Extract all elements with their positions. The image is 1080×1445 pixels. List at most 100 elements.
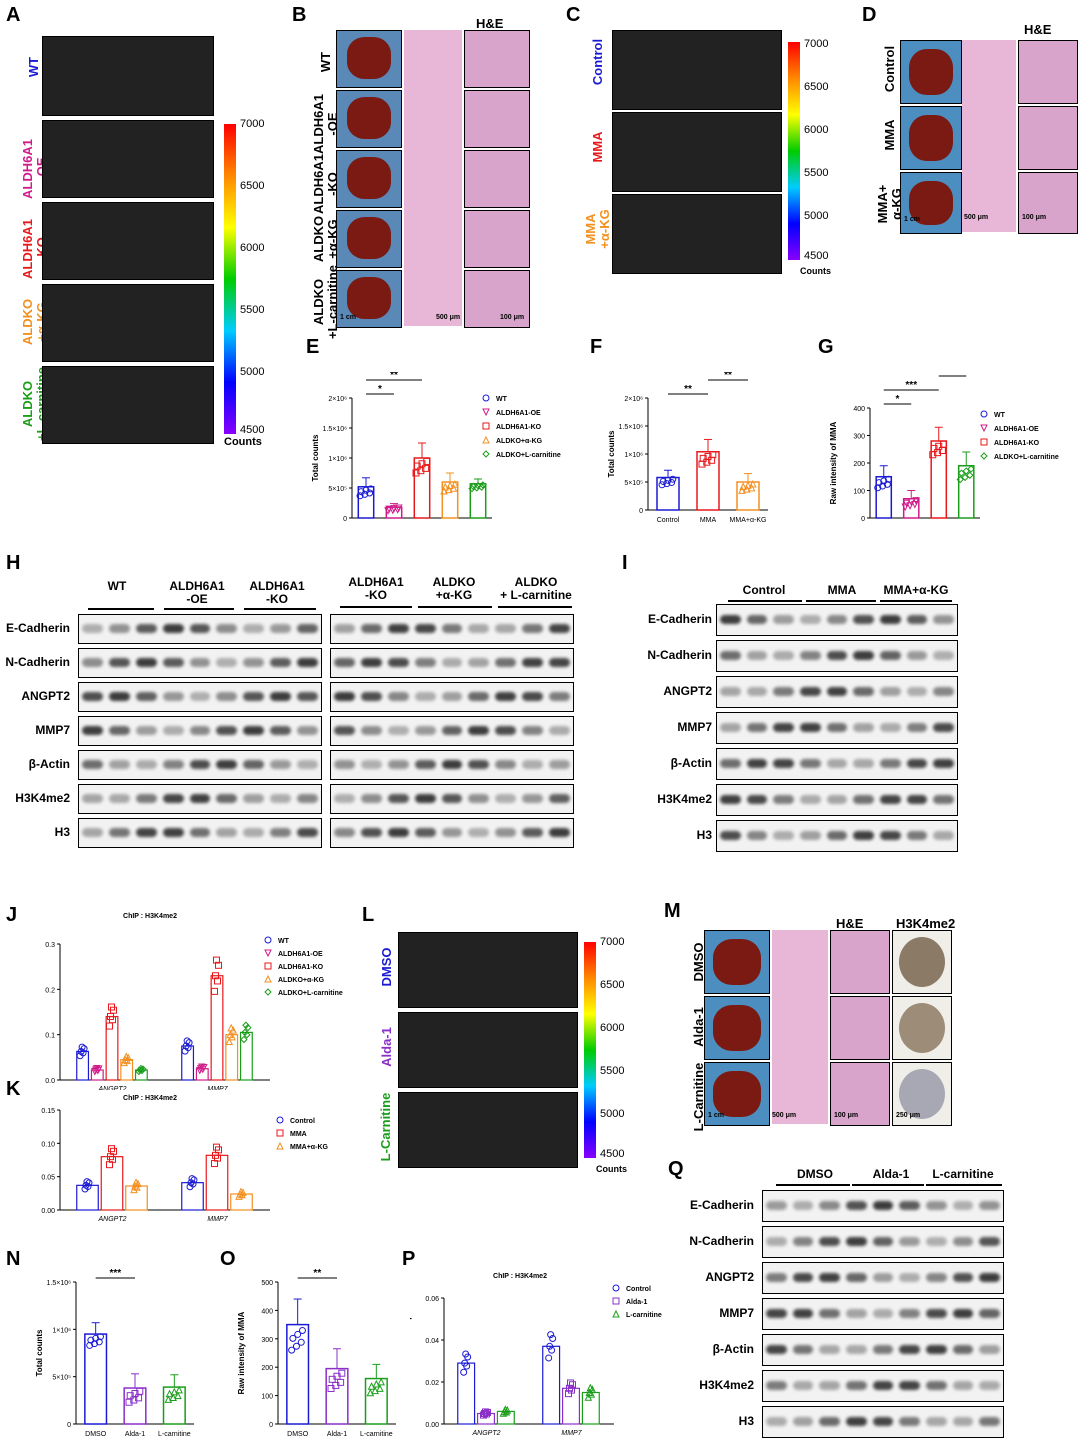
- chart-k: 0.000.050.100.15Relative enrichment to i…: [41, 1095, 328, 1223]
- b-he-header: H&E: [476, 16, 504, 31]
- data-point: [211, 987, 218, 995]
- c-group: Control: [590, 38, 605, 86]
- data-point: [264, 936, 272, 944]
- data-point: [264, 949, 272, 958]
- blot-strip: [716, 640, 958, 672]
- data-point: [482, 450, 490, 458]
- q-header: L-carnitine: [932, 1167, 994, 1181]
- data-point: [175, 1385, 183, 1394]
- blot-band: [846, 1237, 867, 1246]
- y-tick-label: 0: [343, 516, 347, 523]
- data-point: [244, 1023, 252, 1032]
- x-tick-label: MMA+α-KG: [730, 517, 767, 524]
- data-point: [669, 475, 677, 483]
- bar: [364, 1377, 388, 1425]
- h-header: WT: [107, 579, 127, 593]
- blot-band: [933, 651, 954, 660]
- blot-band: [792, 1273, 814, 1282]
- data-point: [243, 1031, 251, 1039]
- m-liver-photo: [704, 996, 770, 1060]
- blot-band: [387, 794, 409, 803]
- y-tick-label: 1.5×10⁶: [619, 424, 644, 431]
- blot-band: [899, 1417, 920, 1426]
- blot-band: [766, 1201, 787, 1210]
- data-point: [658, 481, 666, 489]
- x-tick-label: DMSO: [287, 1431, 309, 1438]
- panel-label-m: M: [664, 900, 681, 922]
- blot-band: [979, 1345, 1000, 1354]
- c-ivis: [612, 112, 782, 192]
- blot-row-label: N-Cadherin: [689, 1234, 754, 1248]
- blot-band: [189, 726, 211, 735]
- blot-band: [853, 615, 874, 624]
- blot-band: [414, 658, 436, 667]
- blot-band: [549, 658, 570, 667]
- y-tick-label: 1.5×10⁶: [323, 426, 348, 433]
- data-point: [165, 1389, 174, 1398]
- blot-row-label: ANGPT2: [21, 689, 70, 703]
- blot-band: [826, 795, 848, 804]
- m-he-highmag: [830, 996, 890, 1060]
- y-tick-label: 0: [639, 508, 643, 515]
- blot-band: [189, 624, 211, 633]
- y-tick-label: 1.5×10⁶: [47, 1280, 72, 1287]
- blot-band: [773, 687, 794, 696]
- data-point: [229, 1026, 238, 1034]
- blot-band: [819, 1201, 840, 1210]
- blot-band: [746, 615, 768, 624]
- blot-band: [522, 624, 544, 633]
- l-ivis: [398, 932, 578, 1008]
- x-tick-label: Control: [657, 517, 680, 524]
- data-point: [130, 1396, 138, 1404]
- blot-band: [82, 624, 103, 633]
- blot-strip: [762, 1226, 1004, 1258]
- x-tick-label: MMA: [700, 517, 717, 524]
- data-point: [199, 1064, 208, 1072]
- blot-band: [360, 794, 382, 803]
- chart-p: 0.00 0.02 0.04 0.06 Relative enrichment to i…: [410, 1273, 662, 1437]
- data-point: [367, 485, 375, 493]
- y-tick-label: 200: [853, 461, 865, 468]
- blot-band: [387, 692, 409, 701]
- d-he-highmag: [1018, 40, 1078, 104]
- a-ivis-wt: [42, 36, 214, 116]
- blot-band: [108, 760, 130, 769]
- data-point: [699, 454, 707, 462]
- y-axis-label: Total counts: [311, 434, 320, 482]
- blot-band: [880, 759, 901, 768]
- blot-band: [899, 1237, 920, 1246]
- y-tick-label: 200: [261, 1365, 273, 1372]
- sig-label: *: [896, 394, 900, 405]
- data-point: [484, 1408, 491, 1416]
- blot-row-label: ANGPT2: [705, 1270, 754, 1284]
- blot-band: [414, 624, 436, 633]
- c-cb-tick: 6000: [804, 124, 829, 136]
- i-header: Control: [742, 583, 786, 597]
- blot-band: [522, 692, 544, 701]
- blot-row-label: β-Actin: [28, 757, 70, 771]
- blot-band: [387, 726, 409, 735]
- blot-band: [522, 726, 544, 735]
- blot-band: [933, 615, 954, 624]
- legend-label: L-carnitine: [626, 1312, 662, 1319]
- blot-band: [906, 651, 928, 660]
- data-point: [962, 467, 970, 475]
- panel-label-h: H: [6, 552, 21, 574]
- data-point: [276, 1141, 284, 1150]
- b-liver-photo: [336, 270, 402, 328]
- data-point: [366, 1388, 375, 1397]
- b-he-highmag: [464, 30, 530, 88]
- data-point: [212, 972, 219, 980]
- blot-band: [495, 828, 517, 837]
- blot-band: [387, 658, 409, 667]
- blot-row-label: H3: [738, 1414, 754, 1428]
- data-point: [133, 1183, 141, 1191]
- blot-band: [495, 760, 517, 769]
- blot-band: [826, 723, 848, 732]
- blot-band: [441, 760, 463, 769]
- a-ivis-akg: [42, 284, 214, 362]
- blot-band: [766, 1381, 787, 1390]
- blot-band: [979, 1417, 1000, 1426]
- blot-band: [360, 726, 382, 735]
- c-cb-tick: 6500: [804, 81, 829, 93]
